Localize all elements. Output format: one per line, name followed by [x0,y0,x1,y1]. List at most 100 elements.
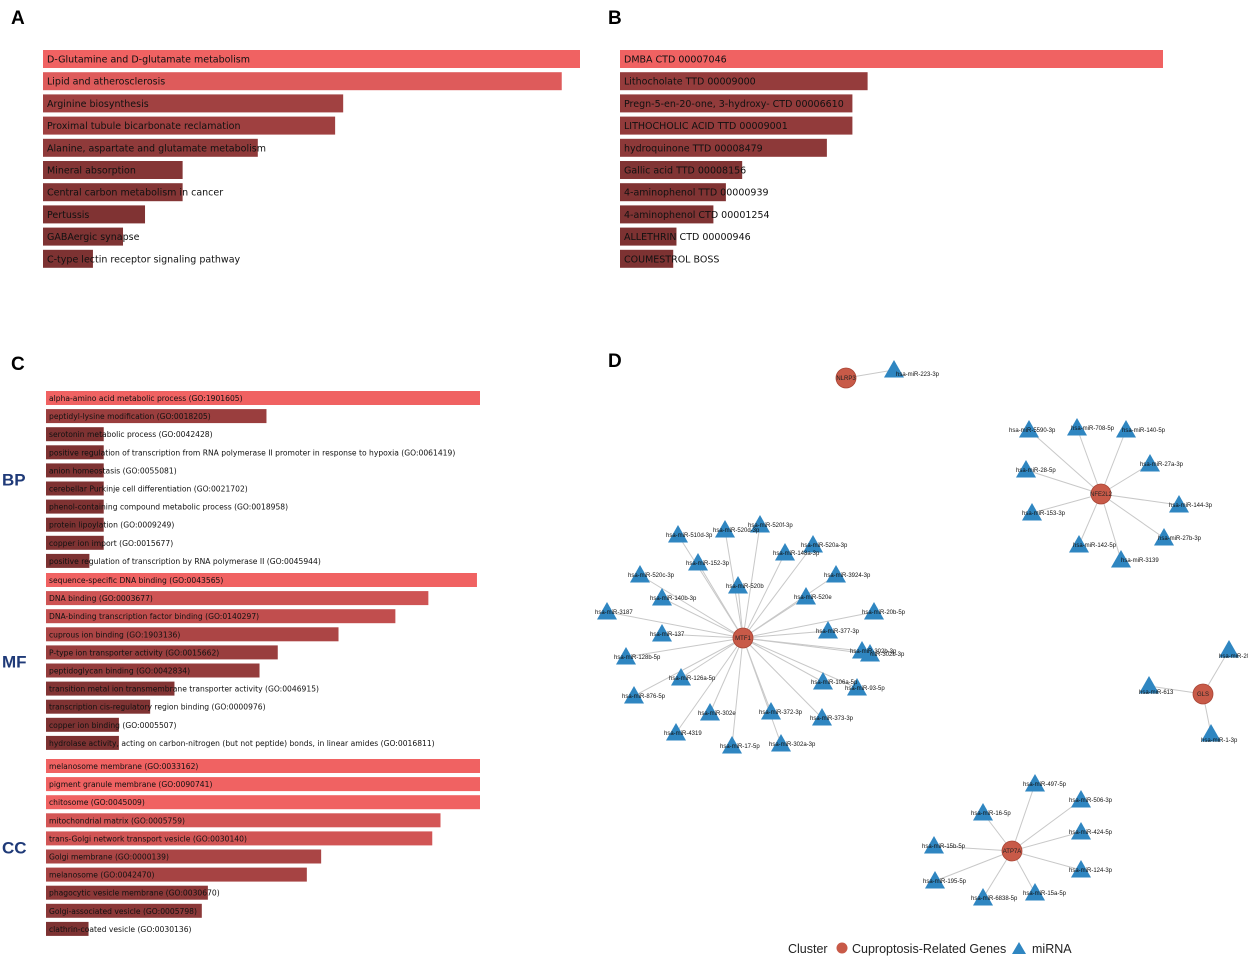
go-bp-bar [46,481,104,496]
drug-bar [620,205,714,224]
mirna-label: hsa-miR-27b-3p [1158,536,1202,542]
mirna-node [796,587,816,605]
go-mf-bar-label: transition metal ion transmembrane trans… [49,685,319,694]
mirna-node [671,668,691,686]
mirna-node [1116,420,1136,438]
mirna-label: hsa-miR-148a-3p [773,551,820,557]
mirna-label: hsa-miR-152-3p [686,561,730,567]
mirna-node [597,602,617,620]
mirna-label: hsa-miR-3139 [1121,558,1159,564]
edge-mtf1-hsa-mir-148a-3p [742,552,786,639]
go-mf-bar [46,591,429,606]
drug-bar [620,161,743,179]
mirna-label: hsa-miR-424-5p [1069,830,1113,836]
edge-mtf1-hsa-mir-17-5p [731,637,744,747]
mirna-label: hsa-miR-520a-3p [801,543,848,549]
go-mf-bar-label: peptidoglycan binding (GO:0042834) [49,667,190,676]
kegg-bar-label: Arginine biosynthesis [47,99,149,110]
mirna-node [668,525,688,543]
panel-c-go-bar-chart: alpha-amino acid metabolic process (GO:1… [2,391,480,936]
mirna-label: hsa-miR-106a-5p [811,680,858,686]
go-bp-bar [46,499,104,514]
drug-bar-label: hydroquinone TTD 00008479 [624,143,763,154]
gene-node-nlrp3 [835,367,857,389]
mirna-label: hsa-miR-16-5p [971,811,1011,817]
go-bp-bar-label: positive regulation of transcription by … [49,557,321,566]
mirna-label: hsa-miR-520b [726,584,764,590]
mirna-label: hsa-miR-144-3p [1169,503,1213,509]
mirna-label: hsa-miR-28-5p [1016,468,1056,474]
go-mf-bar [46,663,260,678]
gene-label-nlrp3: NLRP3 [836,376,856,382]
mirna-node [761,702,781,720]
mirna-label: hsa-miR-20b-5p [862,610,906,616]
mirna-label: hsa-miR-140-5p [1122,428,1166,434]
mirna-label: hsa-miR-6838-5p [971,896,1018,902]
edge-mtf1-hsa-mir-152-3p [697,562,744,639]
drug-bar [620,116,853,135]
go-bp-bar-label: peptidyl-lysine modification (GO:0018205… [49,412,211,421]
gene-label-nfe2l2: NFE2L2 [1090,492,1113,498]
kegg-bar-label: GABAergic synapse [47,232,140,243]
drug-bar-label: LITHOCHOLIC ACID TTD 00009001 [624,121,788,132]
go-mf-bar [46,573,477,587]
go-category-bp: BP [2,470,26,489]
go-cc-bar-label: melanosome (GO:0042470) [49,871,154,880]
kegg-bar-label: Proximal tubule bicarbonate reclamation [47,121,240,132]
edge-mtf1-hsa-mir-140b-3p [661,597,744,639]
edge-mtf1-hsa-mir-302b-3p [742,637,863,652]
go-mf-bar-label: sequence-specific DNA binding (GO:004356… [49,576,223,585]
mirna-node [722,736,742,754]
kegg-bar-label: C-type lectin receptor signaling pathway [47,254,241,265]
edge-mtf1-hsa-mir-126a-5p [680,637,744,679]
mirna-label: hsa-miR-373-3p [810,716,854,722]
go-mf-bar [46,609,396,624]
mirna-node [884,360,904,378]
legend-gene-marker [836,942,848,954]
mirna-label: hsa-miR-302e [698,711,736,717]
mirna-label: hsa-miR-137 [650,632,685,638]
go-cc-bar [46,849,322,864]
go-cc-bar [46,831,433,846]
mirna-label: hsa-miR-140b-3p [650,596,697,602]
mirna-node [666,723,686,741]
gene-node-atp7a [1001,840,1023,862]
go-mf-bar [46,645,278,660]
mirna-label: hsa-miR-27a-3p [1140,462,1184,468]
mirna-node [812,708,832,726]
panel-d-network-edges [606,369,1230,899]
edge-nfe2l2-hsa-mir-3139 [1100,493,1122,561]
mirna-node [1201,724,1221,742]
drug-bar [620,72,868,91]
edge-atp7a-hsa-mir-15b-5p [933,845,1013,852]
mirna-label: hsa-miR-15a-5p [1023,891,1067,897]
kegg-bar [43,50,580,68]
edge-atp7a-hsa-mir-497-5p [1011,783,1036,852]
drug-bar-label: DMBA CTD 00007046 [624,55,727,66]
panel-b-drug-bar-chart: DMBA CTD 00007046 Lithocholate TTD 000090… [620,50,1163,268]
drug-bar-label: Pregn-5-en-20-one, 3-hydroxy- CTD 000066… [624,99,844,110]
edge-mtf1-hsa-mir-137 [661,633,744,639]
mirna-label: hsa-miR-1-3p [1201,738,1238,744]
mirna-node [715,520,735,538]
mirna-label: hsa-miR-372-3p [759,710,803,716]
mirna-node [973,888,993,906]
mirna-label: hsa-miR-3924-3p [824,573,871,579]
go-category-mf: MF [2,652,27,671]
mirna-label: hsa-miR-206 [1219,654,1248,660]
drug-bar-label: 4-aminophenol TTD 00000939 [624,188,769,199]
mirna-node [1019,420,1039,438]
go-bp-bar-label: anion homeostasis (GO:0055081) [49,466,177,475]
drug-bar-label: Lithocholate TTD 00009000 [624,77,756,88]
mirna-label: hsa-miR-124-3p [1069,868,1113,874]
go-cc-bar-label: mitochondrial matrix (GO:0005759) [49,816,185,825]
go-bp-bar-label: positive regulation of transcription fro… [49,448,455,457]
go-cc-bar [46,867,307,882]
go-mf-bar-label: copper ion binding (GO:0005507) [49,721,176,730]
go-bp-bar [46,553,90,568]
mirna-label: hsa-miR-520e [794,595,832,601]
kegg-bar [43,138,258,157]
go-bp-bar [46,427,104,442]
mirna-node [1071,822,1091,840]
mirna-node [1016,460,1036,478]
